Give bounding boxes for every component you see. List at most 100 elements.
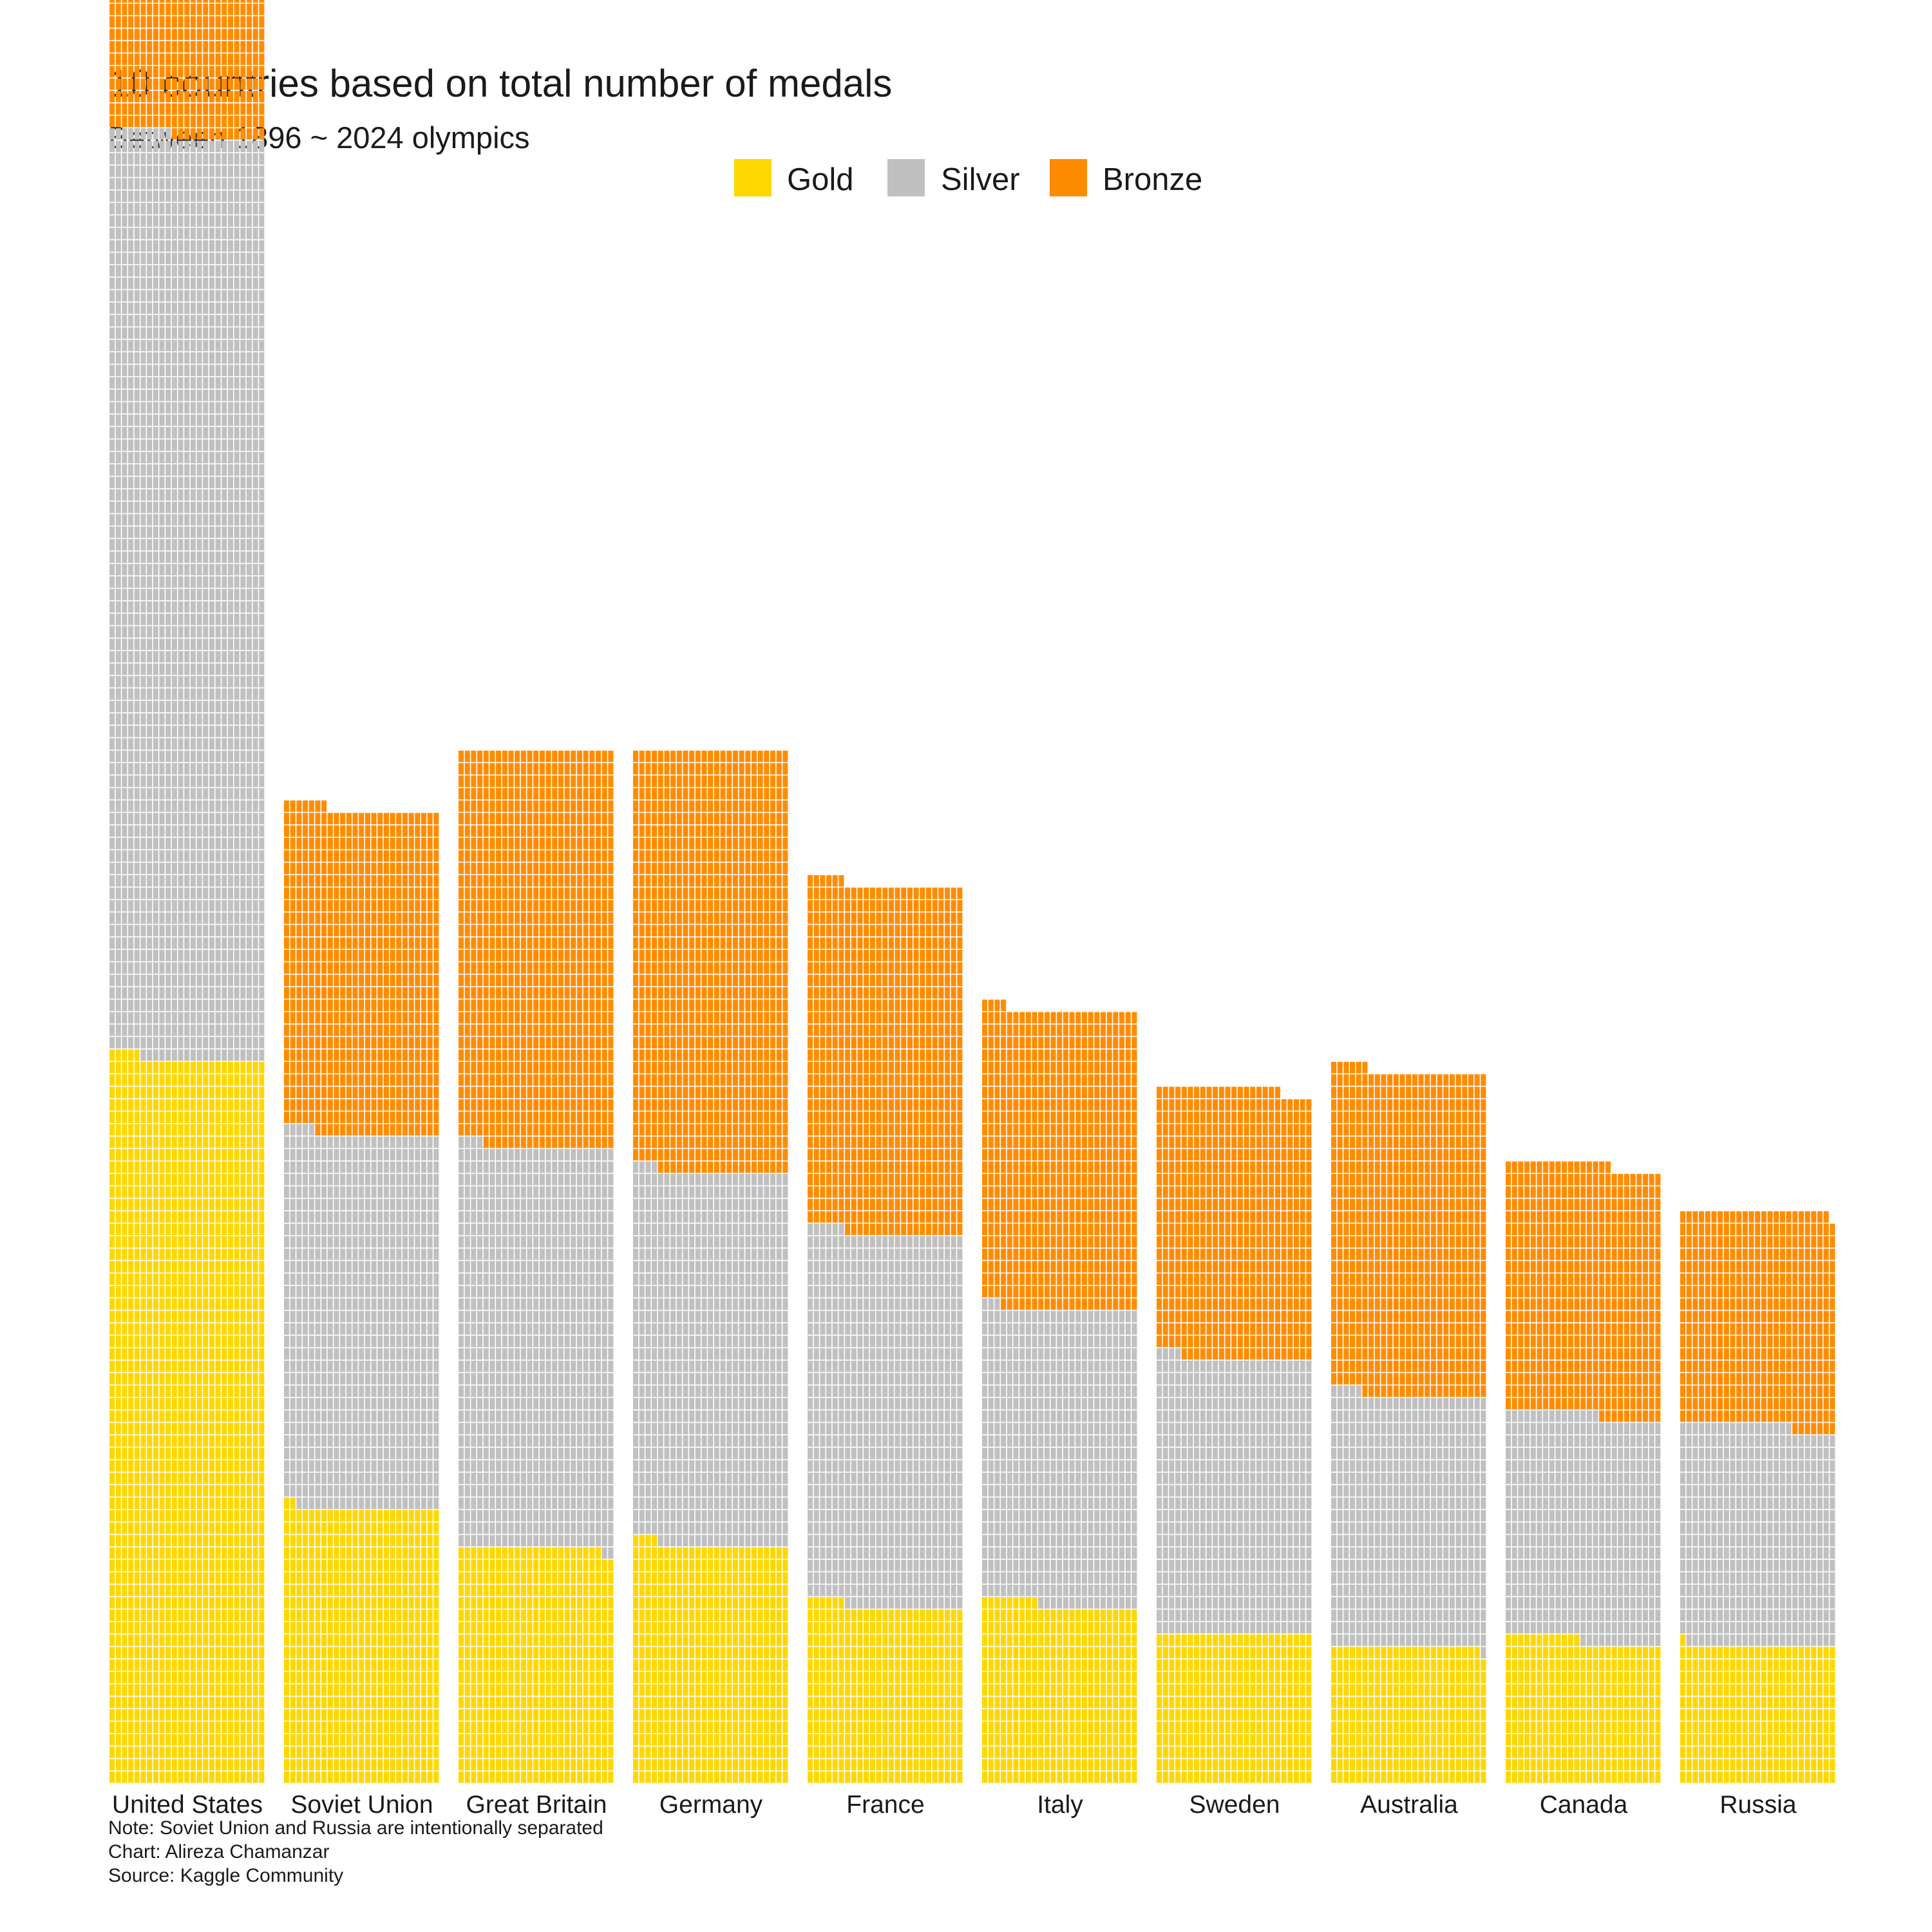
medal-cell [115, 1136, 121, 1148]
medal-cell [122, 115, 128, 128]
medal-cell [122, 1149, 128, 1160]
medal-cell [184, 1061, 190, 1074]
medal-cell [178, 1410, 184, 1422]
medal-cell [203, 1410, 209, 1422]
medal-cell [159, 813, 165, 824]
medal-cell [252, 1423, 258, 1435]
medal-cell [122, 1211, 128, 1223]
medal-cell [128, 1136, 134, 1148]
medal-cell [115, 1647, 121, 1659]
medal-cell [240, 601, 246, 613]
medal-cell [346, 1759, 352, 1771]
medal-cell [196, 140, 202, 153]
medal-cell [215, 1560, 221, 1571]
medal-cell [115, 464, 121, 476]
medal-cell [171, 1037, 177, 1048]
medal-cell [109, 1634, 115, 1646]
medal-cell [203, 252, 209, 265]
medal-cell [147, 1124, 153, 1136]
medal-cell [140, 1547, 146, 1559]
medal-cell [122, 1734, 128, 1746]
medal-cell [240, 1285, 246, 1298]
medal-cell [140, 278, 146, 289]
medal-cell [147, 377, 153, 389]
medal-cell [259, 813, 265, 824]
medal-cell [178, 128, 184, 140]
medal-cell [227, 900, 233, 912]
medal-cell [128, 1224, 134, 1235]
medal-cell [178, 1248, 184, 1260]
medal-cell [134, 278, 140, 289]
medal-cell [209, 738, 214, 750]
medal-cell [122, 1049, 128, 1061]
medal-cell [190, 302, 196, 314]
medal-cell [159, 1647, 165, 1659]
medal-cell [246, 1186, 252, 1198]
medal-cell [128, 1298, 134, 1310]
medal-cell [184, 999, 190, 1011]
medal-cell [259, 278, 265, 289]
medal-cell [196, 1311, 202, 1323]
medal-cell [196, 1572, 202, 1584]
medal-cell [171, 290, 177, 302]
medal-cell [128, 762, 134, 775]
medal-cell [159, 601, 165, 613]
medal-cell [234, 1285, 240, 1298]
medal-cell [209, 1597, 214, 1609]
medal-cell [178, 227, 184, 240]
medal-cell [327, 1747, 333, 1758]
medal-cell [115, 53, 121, 65]
medal-cell [222, 1198, 227, 1211]
medal-cell [109, 1248, 115, 1260]
medal-cell [153, 290, 158, 302]
medal-cell [178, 762, 184, 775]
medal-cell [215, 1472, 221, 1484]
medal-cell [190, 1397, 196, 1410]
medal-cell [246, 962, 252, 974]
medal-cell [246, 1560, 252, 1571]
medal-cell [140, 0, 146, 3]
medal-cell [153, 788, 158, 800]
medal-cell [215, 1747, 221, 1758]
medal-cell [246, 937, 252, 949]
medal-cell [252, 1236, 258, 1248]
medal-cell [252, 676, 258, 688]
medal-cell [184, 638, 190, 650]
medal-cell [159, 526, 165, 538]
medal-cell [240, 1074, 246, 1086]
medal-cell [178, 3, 184, 15]
medal-cell [222, 949, 227, 961]
medal-cell [190, 601, 196, 613]
medal-cell [246, 875, 252, 887]
medal-cell [240, 0, 246, 3]
medal-cell [115, 16, 121, 28]
medal-cell [215, 1136, 221, 1148]
medal-cell [196, 601, 202, 613]
medal-cell [252, 1584, 258, 1596]
medal-cell [128, 1124, 134, 1136]
medal-cell [227, 1074, 233, 1086]
medal-cell [196, 713, 202, 725]
medal-cell [178, 1747, 184, 1758]
medal-cell [140, 1535, 146, 1547]
medal-cell [171, 178, 177, 190]
medal-cell [140, 1747, 146, 1758]
medal-cell [184, 1535, 190, 1547]
medal-cell [153, 278, 158, 289]
medal-cell [153, 128, 158, 140]
medal-cell [196, 1086, 202, 1099]
medal-cell [184, 1672, 190, 1683]
medal-cell [284, 1721, 290, 1734]
medal-cell [171, 1112, 177, 1123]
medal-cell [178, 1336, 184, 1347]
medal-cell [196, 302, 202, 314]
medal-cell [122, 638, 128, 650]
medal-cell [227, 713, 233, 725]
medal-cell [122, 53, 128, 65]
medal-cell [166, 339, 171, 352]
medal-cell [246, 1024, 252, 1036]
medal-cell [222, 427, 227, 439]
medal-cell [227, 875, 233, 887]
medal-cell [190, 190, 196, 202]
medal-cell [190, 701, 196, 713]
